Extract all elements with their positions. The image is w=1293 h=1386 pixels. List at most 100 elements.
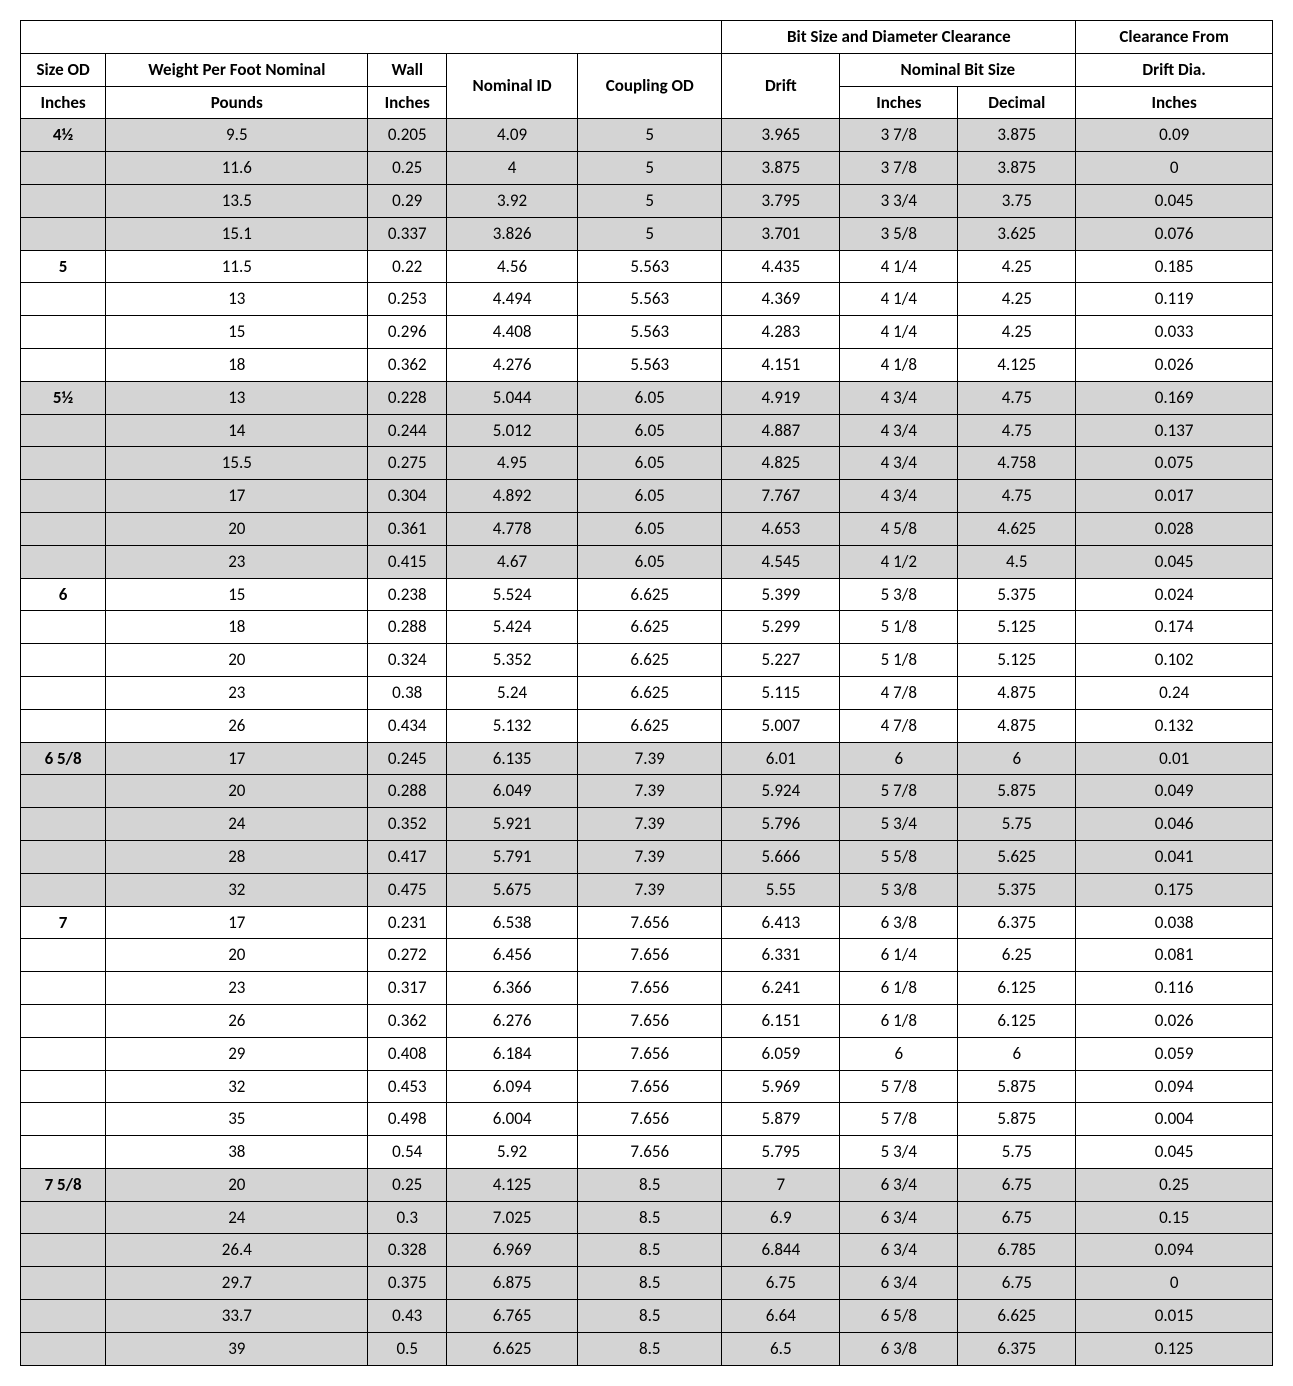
cell-bit-decimal: 4.25 <box>958 316 1076 349</box>
cell-wall: 0.245 <box>368 742 447 775</box>
cell-coupling-od: 8.5 <box>578 1300 722 1333</box>
cell-drift: 6.5 <box>722 1332 840 1365</box>
header-blank-span <box>21 21 722 54</box>
table-row: 29.70.3756.8758.56.756 3/46.750 <box>21 1267 1273 1300</box>
cell-size-od <box>21 808 106 841</box>
cell-coupling-od: 6.05 <box>578 512 722 545</box>
cell-wall: 0.5 <box>368 1332 447 1365</box>
header-drift-dia: Drift Dia. <box>1076 53 1273 86</box>
cell-bit-decimal: 6.375 <box>958 1332 1076 1365</box>
cell-clearance: 0.094 <box>1076 1234 1273 1267</box>
cell-bit-decimal: 5.75 <box>958 1136 1076 1169</box>
cell-nominal-id: 4.408 <box>447 316 578 349</box>
cell-coupling-od: 7.39 <box>578 873 722 906</box>
table-row: 240.37.0258.56.96 3/46.750.15 <box>21 1201 1273 1234</box>
cell-clearance: 0.094 <box>1076 1070 1273 1103</box>
cell-clearance: 0.026 <box>1076 348 1273 381</box>
cell-bit-decimal: 6 <box>958 742 1076 775</box>
cell-bit-decimal: 4.125 <box>958 348 1076 381</box>
cell-drift: 4.887 <box>722 414 840 447</box>
cell-wall: 0.231 <box>368 906 447 939</box>
header-inches-3: Inches <box>840 86 958 119</box>
cell-bit-decimal: 5.625 <box>958 840 1076 873</box>
cell-clearance: 0.081 <box>1076 939 1273 972</box>
cell-clearance: 0.116 <box>1076 972 1273 1005</box>
cell-size-od <box>21 184 106 217</box>
cell-clearance: 0.041 <box>1076 840 1273 873</box>
header-nominal-bit-size: Nominal Bit Size <box>840 53 1076 86</box>
cell-bit-decimal: 6.75 <box>958 1201 1076 1234</box>
cell-size-od <box>21 873 106 906</box>
cell-bit-decimal: 5.375 <box>958 578 1076 611</box>
cell-coupling-od: 7.656 <box>578 1136 722 1169</box>
cell-weight: 39 <box>106 1332 368 1365</box>
header-inches-4: Inches <box>1076 86 1273 119</box>
cell-wall: 0.337 <box>368 217 447 250</box>
cell-nominal-id: 6.135 <box>447 742 578 775</box>
cell-bit-decimal: 6.125 <box>958 972 1076 1005</box>
cell-weight: 13 <box>106 283 368 316</box>
cell-coupling-od: 7.39 <box>578 808 722 841</box>
cell-size-od <box>21 709 106 742</box>
cell-coupling-od: 7.656 <box>578 1037 722 1070</box>
cell-size-od <box>21 283 106 316</box>
cell-bit-decimal: 3.75 <box>958 184 1076 217</box>
cell-size-od <box>21 480 106 513</box>
cell-wall: 0.38 <box>368 676 447 709</box>
cell-bit-decimal: 4.25 <box>958 283 1076 316</box>
cell-size-od <box>21 1136 106 1169</box>
table-row: 7170.2316.5387.6566.4136 3/86.3750.038 <box>21 906 1273 939</box>
cell-coupling-od: 5 <box>578 217 722 250</box>
table-row: 280.4175.7917.395.6665 5/85.6250.041 <box>21 840 1273 873</box>
cell-bit-inches: 6 <box>840 742 958 775</box>
cell-weight: 23 <box>106 545 368 578</box>
cell-coupling-od: 7.39 <box>578 775 722 808</box>
cell-nominal-id: 5.24 <box>447 676 578 709</box>
cell-coupling-od: 5 <box>578 184 722 217</box>
cell-bit-inches: 5 3/4 <box>840 1136 958 1169</box>
cell-bit-inches: 6 1/4 <box>840 939 958 972</box>
cell-nominal-id: 5.352 <box>447 644 578 677</box>
table-row: 6150.2385.5246.6255.3995 3/85.3750.024 <box>21 578 1273 611</box>
cell-size-od <box>21 1300 106 1333</box>
cell-bit-inches: 5 3/4 <box>840 808 958 841</box>
cell-wall: 0.304 <box>368 480 447 513</box>
cell-clearance: 0.119 <box>1076 283 1273 316</box>
cell-size-od: 5½ <box>21 381 106 414</box>
cell-coupling-od: 6.625 <box>578 709 722 742</box>
cell-weight: 24 <box>106 1201 368 1234</box>
cell-weight: 11.6 <box>106 152 368 185</box>
cell-weight: 32 <box>106 1070 368 1103</box>
cell-nominal-id: 4.95 <box>447 447 578 480</box>
cell-nominal-id: 6.366 <box>447 972 578 1005</box>
cell-wall: 0.328 <box>368 1234 447 1267</box>
cell-weight: 17 <box>106 742 368 775</box>
cell-weight: 15 <box>106 316 368 349</box>
cell-coupling-od: 8.5 <box>578 1332 722 1365</box>
cell-size-od <box>21 939 106 972</box>
cell-weight: 38 <box>106 1136 368 1169</box>
cell-size-od <box>21 1234 106 1267</box>
cell-wall: 0.43 <box>368 1300 447 1333</box>
cell-size-od <box>21 1103 106 1136</box>
cell-wall: 0.296 <box>368 316 447 349</box>
cell-nominal-id: 5.92 <box>447 1136 578 1169</box>
cell-weight: 14 <box>106 414 368 447</box>
cell-size-od: 6 <box>21 578 106 611</box>
cell-size-od <box>21 152 106 185</box>
table-row: 230.4154.676.054.5454 1/24.50.045 <box>21 545 1273 578</box>
cell-size-od: 7 5/8 <box>21 1168 106 1201</box>
cell-size-od <box>21 611 106 644</box>
cell-clearance: 0.038 <box>1076 906 1273 939</box>
table-row: 260.3626.2767.6566.1516 1/86.1250.026 <box>21 1004 1273 1037</box>
cell-clearance: 0.049 <box>1076 775 1273 808</box>
cell-size-od <box>21 840 106 873</box>
cell-wall: 0.475 <box>368 873 447 906</box>
table-row: 140.2445.0126.054.8874 3/44.750.137 <box>21 414 1273 447</box>
cell-drift: 5.227 <box>722 644 840 677</box>
cell-size-od <box>21 1267 106 1300</box>
cell-clearance: 0 <box>1076 1267 1273 1300</box>
cell-weight: 28 <box>106 840 368 873</box>
casing-bit-size-table: Bit Size and Diameter Clearance Clearanc… <box>20 20 1273 1366</box>
cell-bit-decimal: 6.625 <box>958 1300 1076 1333</box>
